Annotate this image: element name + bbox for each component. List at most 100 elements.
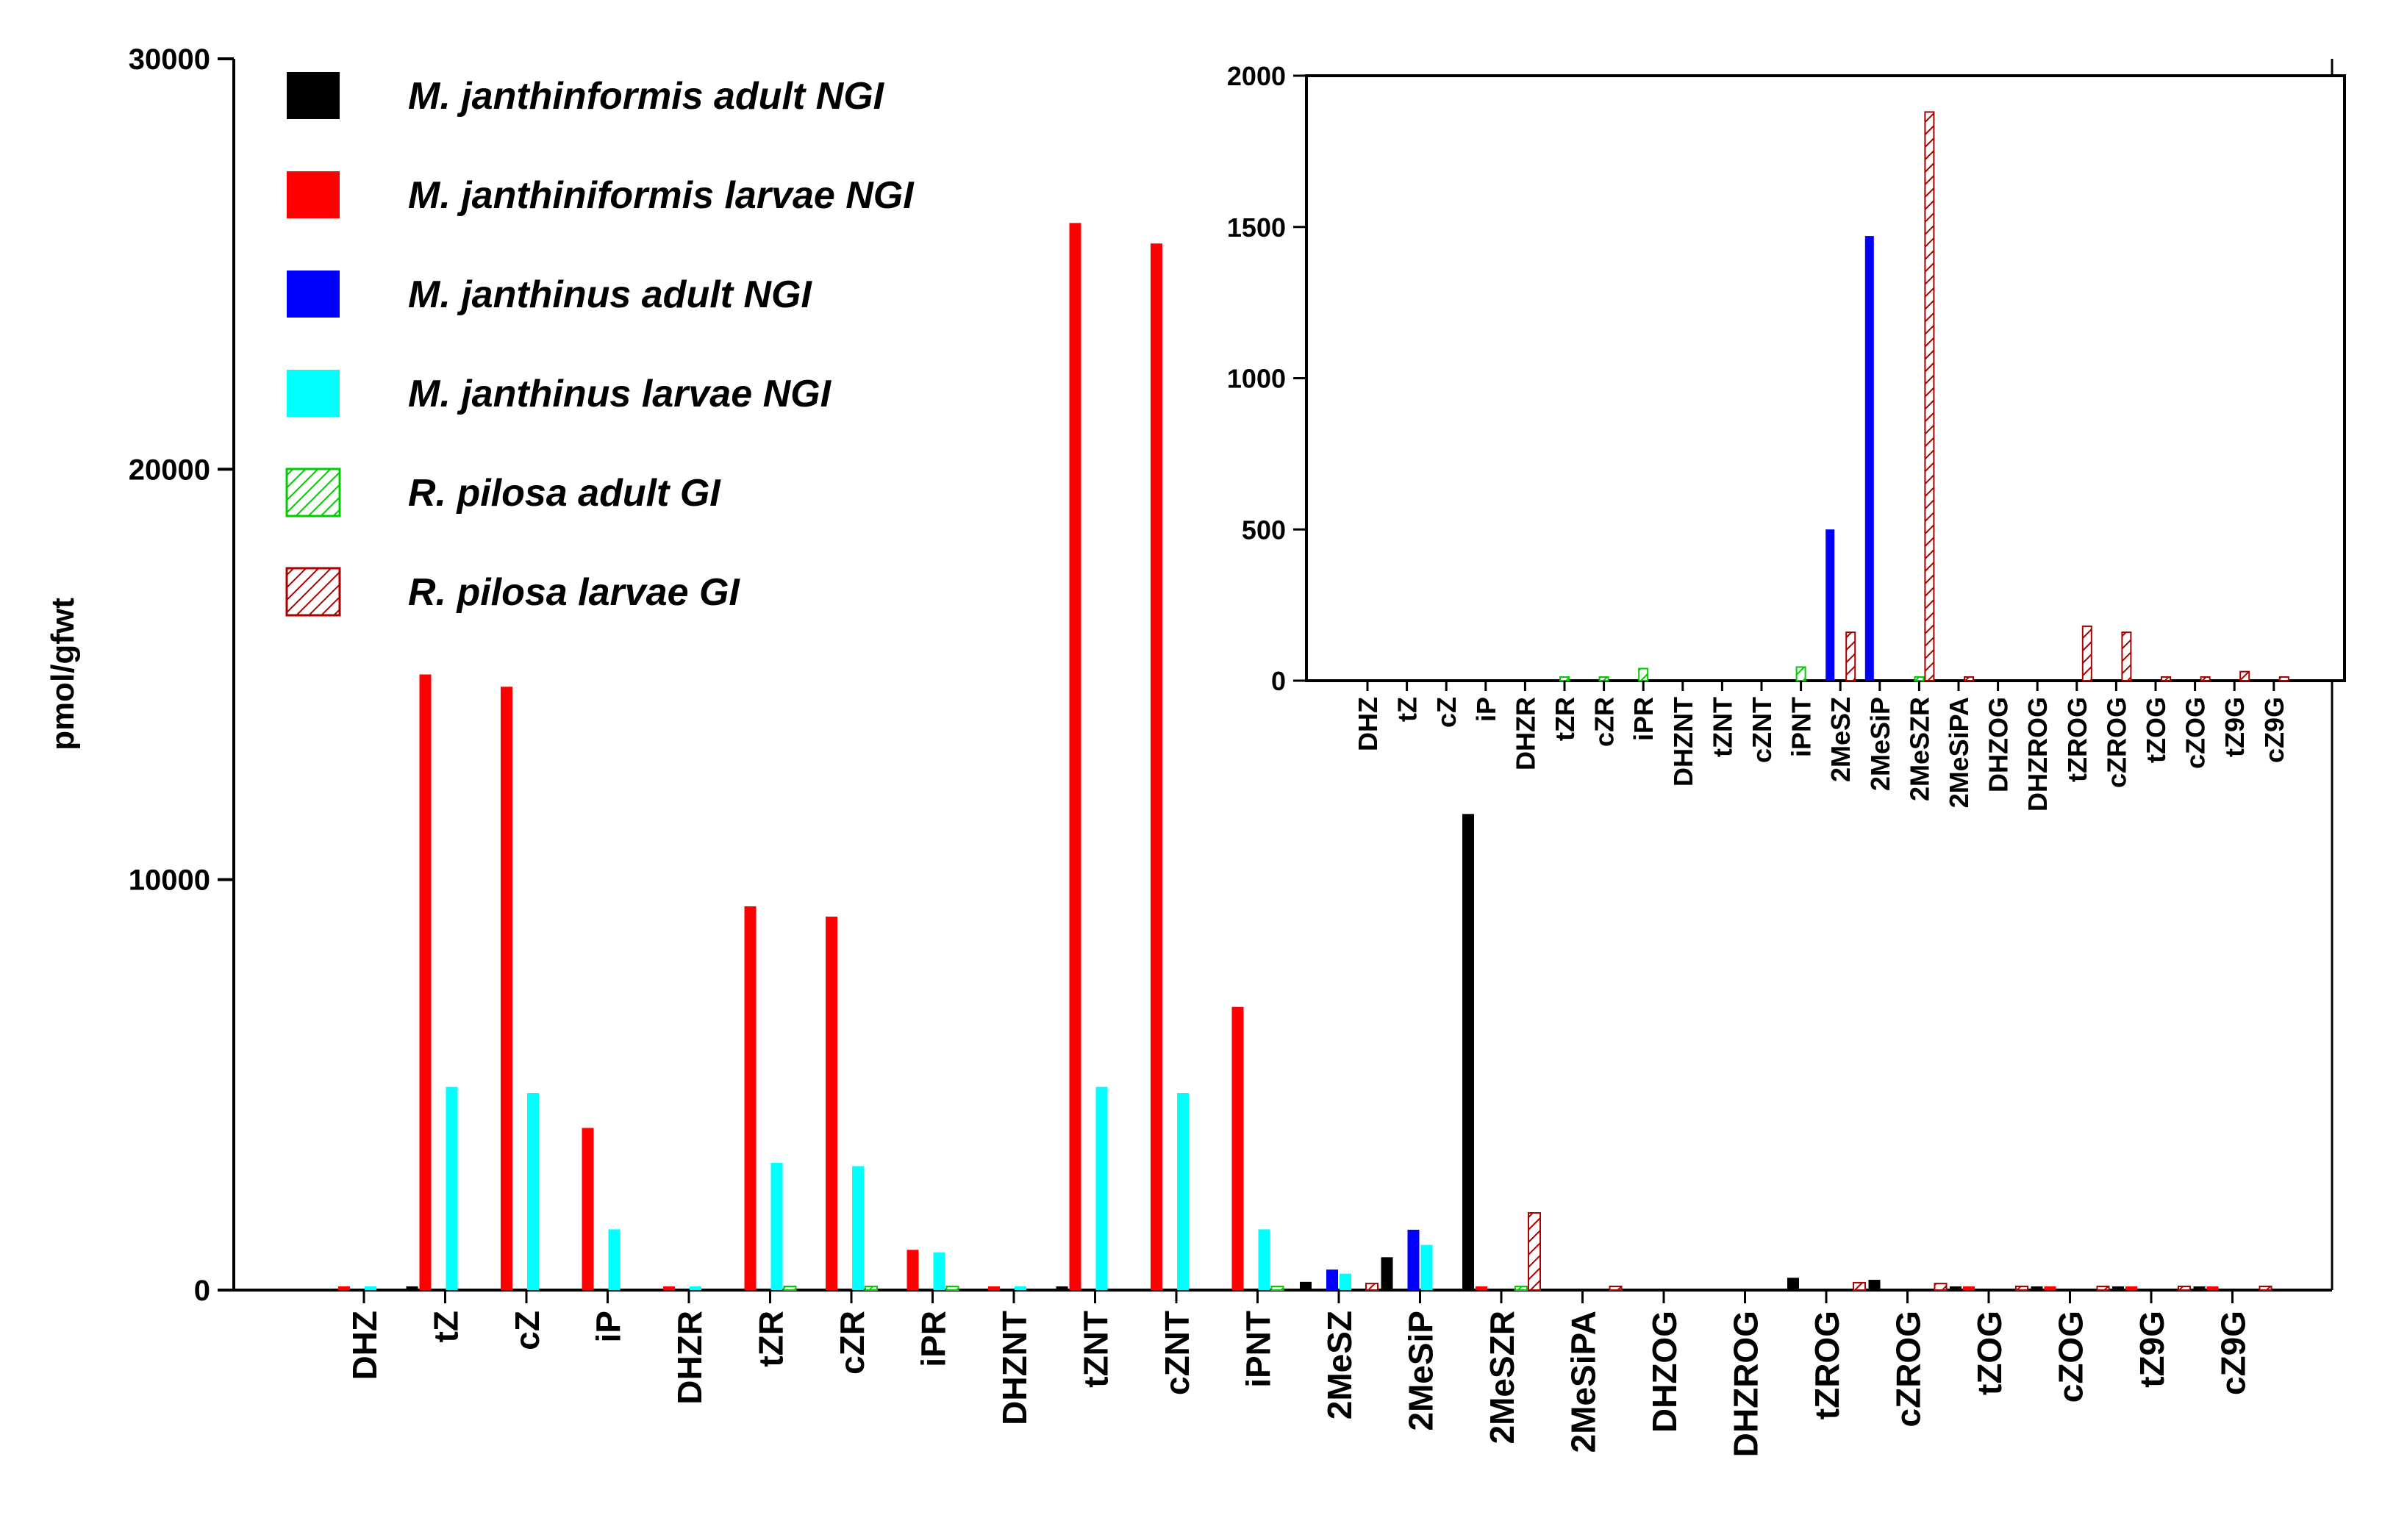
main-bar-czog-m-janthiniformis-larvae-ngi: [2044, 1286, 2056, 1290]
main-x-tick-label-czr: cZR: [833, 1311, 871, 1375]
main-bar-czog-r-pilosa-larvae-gi: [2096, 1286, 2110, 1291]
main-bar-2mesip-m-janthinformis-adult-ngi: [1381, 1257, 1393, 1290]
main-bar-ipnt-m-janthinus-larvae-ngi: [1258, 1229, 1270, 1290]
main-bar-cznt-m-janthiniformis-larvae-ngi: [1151, 243, 1162, 1290]
inset-x-tick-label-dhzrog: DHZROG: [2023, 697, 2053, 812]
main-bar-tzr-m-janthinus-larvae-ngi: [770, 1162, 783, 1290]
main-bar-czr-r-pilosa-adult-gi: [865, 1286, 878, 1291]
main-y-tick-label: 10000: [129, 864, 210, 897]
legend-label-m-janthinus-adult-ngi: M. janthinus adult NGI: [408, 273, 812, 316]
main-x-tick-label-dhzrog: DHZROG: [1727, 1311, 1765, 1457]
legend-swatch-m-janthinformis-adult-ngi: [287, 72, 340, 119]
main-bar-dhznt-m-janthiniformis-larvae-ngi: [988, 1286, 1000, 1290]
main-bar-2meszr-r-pilosa-adult-gi: [1515, 1286, 1528, 1291]
main-x-tick-label-2meszr: 2MeSZR: [1483, 1311, 1521, 1444]
main-x-tick-label-2mesip: 2MeSiP: [1402, 1311, 1440, 1431]
main-bar-tznt-m-janthiniformis-larvae-ngi: [1069, 223, 1081, 1290]
main-x-tick-label-cznt: cZNT: [1158, 1311, 1196, 1395]
main-x-tick-label-cz: cZ: [508, 1311, 546, 1350]
inset-bar-cz9g-r-pilosa-larvae-gi: [2278, 676, 2289, 681]
main-x-tick-label-tzrog: tZROG: [1808, 1311, 1846, 1419]
main-bar-dhz-m-janthinus-larvae-ngi: [365, 1286, 376, 1290]
main-x-tick-label-tznt: tZNT: [1077, 1311, 1115, 1388]
main-bar-2mesz-r-pilosa-larvae-gi: [1365, 1283, 1378, 1291]
inset-x-tick-label-2mesip: 2MeSiP: [1865, 697, 1895, 791]
main-x-tick-label-2mesz: 2MeSZ: [1320, 1311, 1359, 1419]
inset-x-tick-label-czrog: cZROG: [2101, 697, 2131, 788]
inset-bar-tz9g-r-pilosa-larvae-gi: [2239, 670, 2250, 682]
main-bar-czrog-m-janthinformis-adult-ngi: [1868, 1280, 1881, 1290]
inset-x-tick-label-dhzog: DHZOG: [1984, 697, 2014, 792]
inset-bar-2mesz-r-pilosa-larvae-gi: [1845, 631, 1856, 681]
inset-x-tick-label-tz9g: tZ9G: [2220, 697, 2250, 757]
main-bar-ipnt-m-janthiniformis-larvae-ngi: [1231, 1006, 1244, 1290]
legend-label-r-pilosa-larvae-gi: R. pilosa larvae GI: [408, 571, 740, 614]
inset-x-tick-label-ipnt: iPNT: [1787, 697, 1817, 757]
inset-bar-2mesip-m-janthinus-adult-ngi: [1864, 236, 1874, 681]
main-bar-ipr-m-janthinus-larvae-ngi: [933, 1252, 945, 1290]
main-bar-tz-m-janthiniformis-larvae-ngi: [419, 674, 432, 1290]
main-bar-2meszr-r-pilosa-larvae-gi: [1528, 1212, 1541, 1291]
main-x-tick-label-tz: tZ: [427, 1311, 465, 1342]
inset-x-tick-label-tzog: tZOG: [2141, 697, 2171, 763]
inset-y-tick-label: 1500: [1227, 212, 1286, 243]
inset-bar-czrog-r-pilosa-larvae-gi: [2121, 631, 2132, 681]
inset-x-ticks: DHZ tZ cZ iP DHZR tZR cZR iPR DHZNT tZNT cZNT iPNT 2…: [1353, 681, 2289, 812]
inset-x-tick-label-cz9g: cZ9G: [2259, 697, 2289, 763]
main-bar-2mesipa-r-pilosa-larvae-gi: [1609, 1286, 1623, 1291]
inset-x-tick-label-2mesipa: 2MeSiPA: [1944, 697, 1974, 808]
main-bar-ip-m-janthiniformis-larvae-ngi: [582, 1128, 594, 1290]
inset-y-ticks: 0 500 1000 1500 2000: [1227, 61, 1306, 696]
inset-bar-ipnt-r-pilosa-adult-gi: [1795, 666, 1806, 681]
main-bar-dhzr-m-janthiniformis-larvae-ngi: [663, 1286, 675, 1290]
main-y-tick-label: 20000: [129, 454, 210, 486]
inset-x-tick-label-tzr: tZR: [1550, 697, 1580, 741]
legend-swatch-m-janthinus-adult-ngi: [287, 271, 340, 318]
inset-x-tick-label-cznt: cZNT: [1747, 697, 1777, 763]
main-bar-cz-m-janthinus-larvae-ngi: [527, 1093, 539, 1290]
main-x-tick-label-czrog: cZROG: [1889, 1311, 1928, 1427]
main-x-tick-label-dhzr: DHZR: [670, 1311, 709, 1405]
main-bar-2mesz-m-janthinformis-adult-ngi: [1300, 1281, 1312, 1290]
legend-swatch-r-pilosa-larvae-gi: [285, 567, 341, 617]
main-bar-tz9g-m-janthiniformis-larvae-ngi: [2125, 1286, 2137, 1290]
inset-x-tick-label-tzrog: tZROG: [2062, 697, 2092, 782]
main-bar-tz-m-janthinus-larvae-ngi: [446, 1086, 458, 1290]
main-y-ticks: 0 10000 20000 30000: [129, 43, 234, 1307]
inset-y-tick-label: 500: [1242, 515, 1286, 545]
main-bar-czr-m-janthiniformis-larvae-ngi: [826, 916, 837, 1290]
inset-x-tick-label-cz: cZ: [1431, 697, 1462, 728]
main-bar-2mesip-m-janthinus-larvae-ngi: [1420, 1244, 1433, 1290]
inset-x-tick-label-ip: iP: [1471, 697, 1501, 722]
main-bar-2mesz-m-janthinus-adult-ngi: [1326, 1269, 1338, 1290]
inset-bar-2mesz-m-janthinus-adult-ngi: [1825, 529, 1835, 681]
legend-label-m-janthiniformis-larvae-ngi: M. janthiniformis larvae NGI: [408, 174, 915, 217]
main-bar-tzog-r-pilosa-larvae-gi: [2015, 1286, 2028, 1291]
main-x-ticks: DHZ tZ cZ iP DHZR tZR cZR iPR DHZNT tZNT cZNT iPNT 2…: [346, 1290, 2253, 1457]
legend: M. janthinformis adult NGI M. janthinifor…: [285, 72, 915, 617]
main-y-axis-label: pmol/gfwt: [45, 598, 81, 751]
inset-frame: [1305, 74, 2346, 682]
inset-x-tick-label-2mesz: 2MeSZ: [1825, 697, 1856, 782]
inset-x-tick-label-tz: tZ: [1392, 697, 1423, 722]
main-x-tick-label-tzog: tZOG: [1970, 1311, 2009, 1395]
inset-bar-2meszr-r-pilosa-adult-gi: [1914, 676, 1925, 681]
main-bar-tzr-r-pilosa-adult-gi: [783, 1286, 797, 1291]
main-x-tick-label-ipr: iPR: [915, 1311, 953, 1367]
inset-y-tick-label: 0: [1271, 666, 1286, 696]
main-x-tick-label-tz9g: tZ9G: [2133, 1311, 2171, 1388]
inset-bar-2meszr-r-pilosa-larvae-gi: [1924, 111, 1935, 681]
main-bar-tznt-m-janthinformis-adult-ngi: [1056, 1286, 1068, 1290]
main-x-tick-label-czog: cZOG: [2052, 1311, 2090, 1403]
main-bar-tz9g-m-janthinformis-adult-ngi: [2112, 1286, 2124, 1290]
inset-x-tick-label-dhzr: DHZR: [1510, 697, 1540, 770]
main-bar-2mesz-m-janthinus-larvae-ngi: [1340, 1273, 1351, 1290]
legend-label-m-janthinus-larvae-ngi: M. janthinus larvae NGI: [408, 373, 832, 415]
legend-swatch-m-janthinus-larvae-ngi: [287, 370, 340, 417]
main-bar-dhznt-m-janthinus-larvae-ngi: [1015, 1286, 1026, 1290]
main-bar-ip-m-janthinus-larvae-ngi: [608, 1229, 621, 1290]
inset-bar-ipr-r-pilosa-adult-gi: [1638, 667, 1649, 681]
main-bar-tzog-m-janthiniformis-larvae-ngi: [1963, 1286, 1975, 1290]
main-x-tick-label-dhzog: DHZOG: [1645, 1311, 1684, 1433]
main-bar-2mesip-m-janthinus-adult-ngi: [1407, 1229, 1420, 1290]
